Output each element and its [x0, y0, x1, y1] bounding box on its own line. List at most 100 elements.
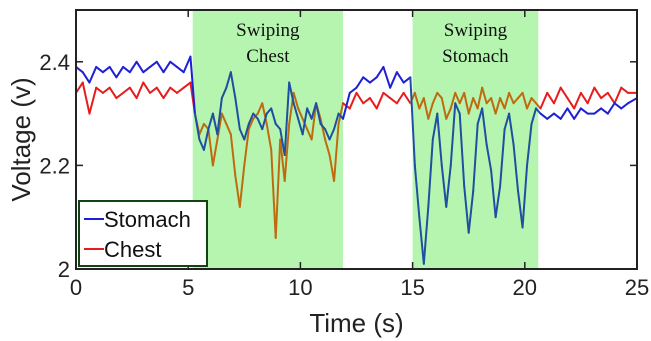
series-stomach-segment [297, 117, 304, 136]
series-chest-segment [593, 86, 603, 100]
series-chest-segment [149, 86, 158, 94]
series-chest-segment [324, 138, 331, 157]
series-chest-segment [526, 97, 533, 110]
series-stomach-segment [75, 65, 84, 74]
series-stomach-segment [467, 190, 475, 234]
series-stomach-segment [620, 102, 630, 110]
series-chest-segment [175, 86, 185, 94]
series-stomach-segment [402, 76, 412, 84]
series-stomach-segment [389, 71, 398, 89]
x-tick-label: 15 [400, 275, 424, 300]
series-chest-segment [458, 91, 466, 105]
series-stomach-segment [306, 107, 313, 120]
series-stomach-segment [431, 112, 439, 141]
series-chest-segment [573, 91, 582, 110]
series-chest-segment [600, 91, 609, 100]
region-annotation-1-line-0: Swiping [444, 20, 508, 41]
legend-label-chest: Chest [104, 237, 161, 262]
series-chest-segment [559, 86, 569, 100]
series-stomach-segment [526, 122, 533, 167]
series-chest-segment [101, 86, 111, 94]
series-chest-segment [261, 102, 268, 125]
series-chest-segment [530, 97, 538, 105]
x-axis-label: Time (s) [309, 308, 403, 338]
series-chest-segment [362, 97, 371, 105]
series-stomach-segment [270, 107, 277, 125]
series-stomach-segment [175, 65, 185, 74]
y-tick-label: 2.4 [39, 50, 70, 75]
series-chest-segment [535, 102, 542, 110]
series-stomach-segment [198, 138, 205, 151]
series-stomach-segment [149, 60, 158, 68]
series-chest-segment [494, 97, 502, 115]
series-stomach-segment [342, 91, 351, 120]
series-stomach-segment [606, 102, 616, 115]
series-chest-segment [75, 81, 84, 94]
y-tick-label: 2.2 [39, 153, 70, 178]
series-stomach-segment [310, 102, 318, 120]
series-stomach-segment [449, 102, 457, 167]
series-stomach-segment [202, 128, 210, 151]
series-chest-segment [586, 86, 596, 105]
series-stomach-segment [229, 71, 237, 100]
series-chest-segment [162, 86, 172, 100]
series-stomach-segment [375, 65, 385, 79]
series-chest-segment [546, 91, 555, 105]
series-chest-segment [431, 91, 439, 105]
series-chest-segment [422, 97, 430, 120]
series-stomach-segment [418, 216, 425, 265]
series-chest-segment [427, 102, 434, 120]
series-stomach-segment [463, 185, 470, 234]
series-chest-segment [368, 97, 378, 110]
series-stomach-segment [445, 164, 452, 208]
series-chest-segment [292, 91, 300, 110]
series-chest-segment [270, 148, 277, 239]
x-tick-label: 5 [182, 275, 194, 300]
series-chest-segment [476, 86, 484, 110]
series-stomach-segment [128, 60, 138, 74]
series-stomach-segment [490, 169, 497, 219]
series-stomach-segment [333, 112, 340, 131]
series-chest-segment [467, 97, 475, 115]
series-chest-segment [243, 128, 250, 167]
series-chest-segment [95, 86, 104, 94]
series-chest-segment [135, 81, 145, 100]
region-annotation-1-line-1: Stomach [442, 46, 509, 67]
series-stomach-segment [458, 112, 466, 188]
series-chest-segment [472, 97, 479, 110]
series-stomach-segment [261, 112, 268, 131]
series-stomach-segment [122, 65, 131, 74]
series-stomach-segment [225, 71, 232, 89]
series-stomach-segment [243, 122, 250, 141]
series-stomach-segment [101, 65, 111, 74]
series-chest-segment [490, 97, 497, 115]
series-stomach-segment [600, 107, 609, 115]
series-chest-segment [503, 91, 511, 110]
series-stomach-segment [274, 122, 282, 131]
series-chest-segment [620, 86, 630, 94]
series-stomach-segment [613, 102, 623, 110]
series-stomach-segment [499, 128, 506, 188]
series-chest-segment [220, 112, 228, 125]
series-chest-segment [375, 91, 385, 110]
series-chest-segment [440, 97, 448, 120]
region-annotation-0-line-0: Swiping [236, 20, 300, 41]
series-chest-segment [481, 86, 488, 105]
series-chest-segment [449, 91, 457, 110]
series-stomach-segment [517, 190, 524, 229]
series-chest-segment [333, 122, 340, 182]
series-stomach-segment [546, 112, 555, 120]
axis-ticks: 0 5 10 15 20 25 2 2.2 2.4 [39, 10, 649, 300]
series-stomach-segment [279, 128, 286, 157]
series-chest-segment [355, 91, 365, 105]
series-chest-segment [566, 97, 576, 110]
series-stomach-segment [211, 112, 219, 136]
series-stomach-segment [348, 86, 358, 94]
series-chest-segment [247, 117, 255, 131]
legend-box [78, 200, 208, 267]
series-stomach-segment [162, 60, 172, 74]
series-stomach-segment [503, 112, 511, 131]
x-tick-label: 10 [288, 275, 312, 300]
series-chest-segment [512, 97, 520, 105]
